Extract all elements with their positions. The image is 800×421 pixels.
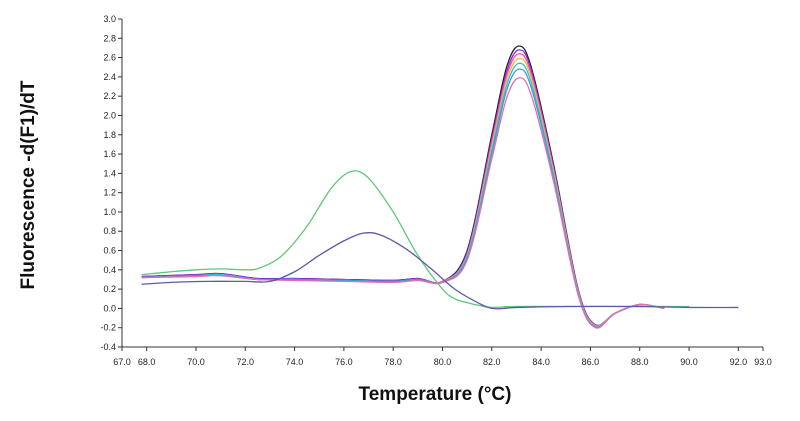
x-tick-label: 68.0	[138, 357, 156, 367]
y-tick-label: 2.0	[103, 110, 116, 120]
x-tick-label: 86.0	[582, 357, 600, 367]
series-lines	[141, 45, 739, 329]
x-tick-label: 93.0	[754, 357, 772, 367]
series-line-6	[141, 68, 665, 328]
series-line-5	[141, 62, 665, 328]
series-line-2	[141, 49, 665, 327]
tick-marks: -0.4 -0.2 0.0 0.2 0.4 0.6 0.8 1.0 1.2 1.4 1.6 1.8 2.…	[100, 14, 771, 367]
y-tick-label: 0.0	[103, 303, 116, 313]
y-tick-label: 2.6	[103, 53, 116, 63]
series-line-1	[141, 45, 665, 327]
series-line-3	[141, 53, 665, 328]
y-tick-label: 3.0	[103, 14, 116, 24]
x-tick-label: 80.0	[434, 357, 452, 367]
x-tick-label: 78.0	[384, 357, 402, 367]
y-axis-title: Fluorescence -d(F1)/dT	[18, 80, 39, 289]
y-tick-label: 1.6	[103, 149, 116, 159]
y-tick-label: 0.6	[103, 246, 116, 256]
series-line-8	[141, 170, 690, 309]
x-tick-label: 72.0	[237, 357, 255, 367]
y-tick-label: 1.4	[103, 168, 116, 178]
y-tick-label: 2.2	[103, 91, 116, 101]
x-tick-label: 90.0	[680, 357, 698, 367]
series-line-7	[141, 77, 665, 329]
y-tick-label: 0.2	[103, 284, 116, 294]
x-tick-label: 70.0	[187, 357, 205, 367]
y-tick-label: 2.4	[103, 72, 116, 82]
x-tick-label: 67.0	[113, 357, 131, 367]
axes	[121, 19, 763, 348]
y-tick-label: 0.8	[103, 226, 116, 236]
x-tick-label: 92.0	[730, 357, 748, 367]
x-axis-title: Temperature (°C)	[359, 384, 512, 405]
y-tick-label: 2.8	[103, 33, 116, 43]
y-tick-label: 1.2	[103, 188, 116, 198]
x-tick-label: 84.0	[532, 357, 550, 367]
y-tick-label: 1.8	[103, 130, 116, 140]
x-tick-label: 88.0	[631, 357, 649, 367]
series-line-9	[141, 232, 739, 310]
series-line-4	[141, 57, 665, 328]
y-tick-label: -0.2	[100, 323, 116, 333]
y-tick-label: 0.4	[103, 265, 116, 275]
y-tick-label: 1.0	[103, 207, 116, 217]
x-tick-label: 74.0	[286, 357, 304, 367]
x-tick-label: 82.0	[483, 357, 501, 367]
x-tick-label: 76.0	[335, 357, 353, 367]
y-tick-label: -0.4	[100, 342, 116, 352]
